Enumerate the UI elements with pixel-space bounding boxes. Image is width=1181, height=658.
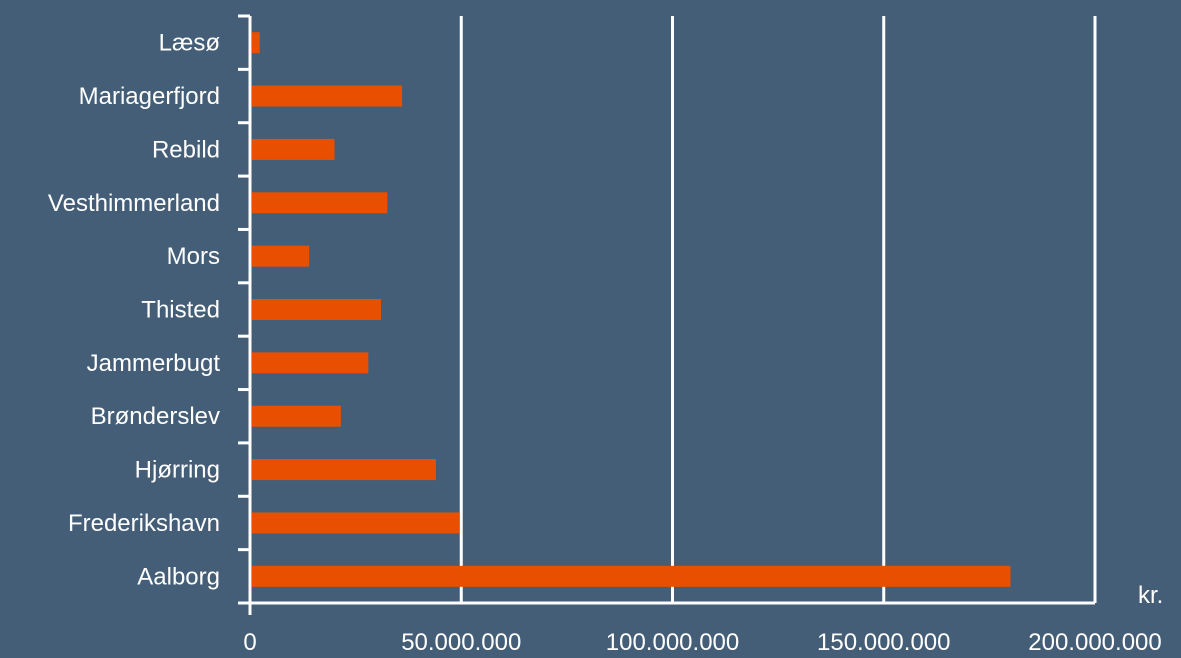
bar bbox=[252, 299, 381, 320]
category-label: Thisted bbox=[141, 297, 220, 324]
category-label: Mors bbox=[167, 243, 220, 270]
category-label: Jammerbugt bbox=[87, 350, 221, 377]
x-unit-label: kr. bbox=[1138, 582, 1163, 609]
category-label: Rebild bbox=[152, 136, 220, 163]
bars bbox=[252, 32, 1011, 587]
x-tick-label: 150.000.000 bbox=[817, 629, 950, 656]
x-tick-label: 50.000.000 bbox=[401, 629, 521, 656]
bar bbox=[252, 86, 402, 107]
bar bbox=[252, 566, 1011, 587]
x-tick-labels: 0 50.000.000 100.000.000 150.000.000 200.000… bbox=[243, 629, 1161, 656]
category-label: Vesthimmerland bbox=[48, 190, 220, 217]
category-label: Brønderslev bbox=[91, 403, 220, 430]
category-label: Mariagerfjord bbox=[79, 83, 220, 110]
category-label: Frederikshavn bbox=[68, 510, 220, 537]
bar bbox=[252, 192, 387, 213]
category-label: Læsø bbox=[159, 30, 221, 57]
bar bbox=[252, 139, 335, 160]
bar bbox=[252, 32, 260, 53]
bar bbox=[252, 406, 341, 427]
category-labels: Aalborg Frederikshavn Hjørring Brønderslev J… bbox=[48, 30, 220, 591]
category-label: Aalborg bbox=[137, 563, 220, 590]
bar bbox=[252, 352, 368, 373]
x-tick-label: 100.000.000 bbox=[606, 629, 739, 656]
gridlines bbox=[461, 16, 1095, 603]
bar bbox=[252, 246, 309, 267]
bar bbox=[252, 459, 436, 480]
category-label: Hjørring bbox=[135, 457, 220, 484]
x-tick-label: 200.000.000 bbox=[1028, 629, 1161, 656]
x-tick-label: 0 bbox=[243, 629, 256, 656]
bar bbox=[252, 512, 459, 533]
